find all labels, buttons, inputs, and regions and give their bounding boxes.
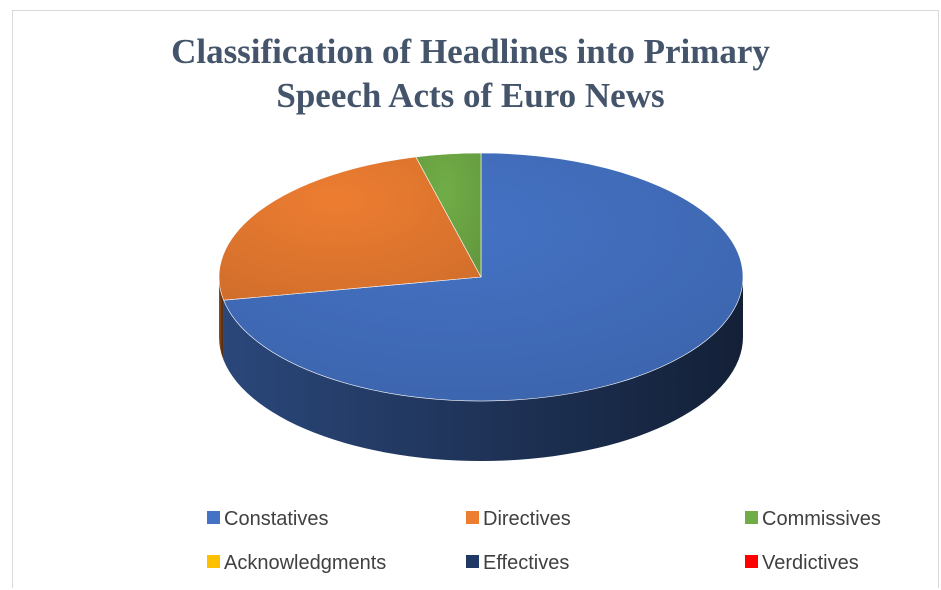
legend-label-verdictives: Verdictives <box>762 552 859 574</box>
legend-item-effectives: Effectives <box>466 549 569 577</box>
chart-title-line-2: Speech Acts of Euro News <box>276 76 665 115</box>
legend-item-acknowledgments: Acknowledgments <box>207 549 386 577</box>
legend-label-constatives: Constatives <box>224 508 329 530</box>
legend-item-verdictives: Verdictives <box>745 549 859 577</box>
chart-title-line-1: Classification of Headlines into Primary <box>171 32 770 71</box>
pie-slice-directives <box>218 156 482 301</box>
legend-label-directives: Directives <box>483 508 571 530</box>
legend-swatch-acknowledgments <box>207 555 220 569</box>
pie-slice-commissives <box>415 152 482 278</box>
legend-item-commissives: Commissives <box>745 505 881 533</box>
pie-slice-constatives <box>223 152 744 402</box>
legend-swatch-commissives <box>745 511 758 525</box>
pie-side-constatives <box>223 277 743 461</box>
legend-swatch-effectives <box>466 555 479 569</box>
legend-label-acknowledgments: Acknowledgments <box>224 552 387 574</box>
legend-swatch-verdictives <box>745 555 758 569</box>
legend-swatch-directives <box>466 511 479 525</box>
legend-label-commissives: Commissives <box>762 508 881 530</box>
legend-label-effectives: Effectives <box>483 552 570 574</box>
chart-title: Classification of Headlines into Primary… <box>0 30 941 118</box>
legend-item-directives: Directives <box>466 505 571 533</box>
legend-item-constatives: Constatives <box>207 505 329 533</box>
legend-swatch-constatives <box>207 511 220 525</box>
